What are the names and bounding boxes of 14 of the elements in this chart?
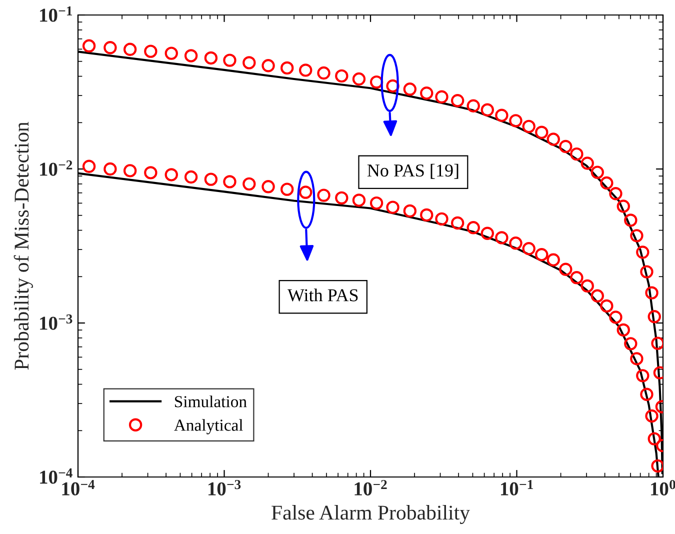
x-tick-label: 10$^{−3}$ xyxy=(208,480,241,496)
annotation: No PAS [19] xyxy=(367,164,458,179)
x-axis-title: False Alarm Probability xyxy=(272,505,470,524)
annotation: With PAS xyxy=(287,288,358,302)
y-tick-label: 10$^{−1}$ xyxy=(40,6,72,22)
legend-label: Simulation xyxy=(175,396,247,408)
y-axis-title: Probability of Miss-Detection xyxy=(14,122,33,370)
x-tick-label: 10$^{−2}$ xyxy=(354,480,387,496)
x-tick-label: 10$^{−4}$ xyxy=(62,480,95,496)
x-tick-label: 10$^{0}$ xyxy=(651,480,675,496)
y-tick-label: 10$^{−3}$ xyxy=(40,314,72,330)
x-tick-label: 10$^{−1}$ xyxy=(501,480,533,496)
y-tick-label: 10$^{−2}$ xyxy=(40,160,72,176)
legend-label: Analytical xyxy=(174,419,243,434)
